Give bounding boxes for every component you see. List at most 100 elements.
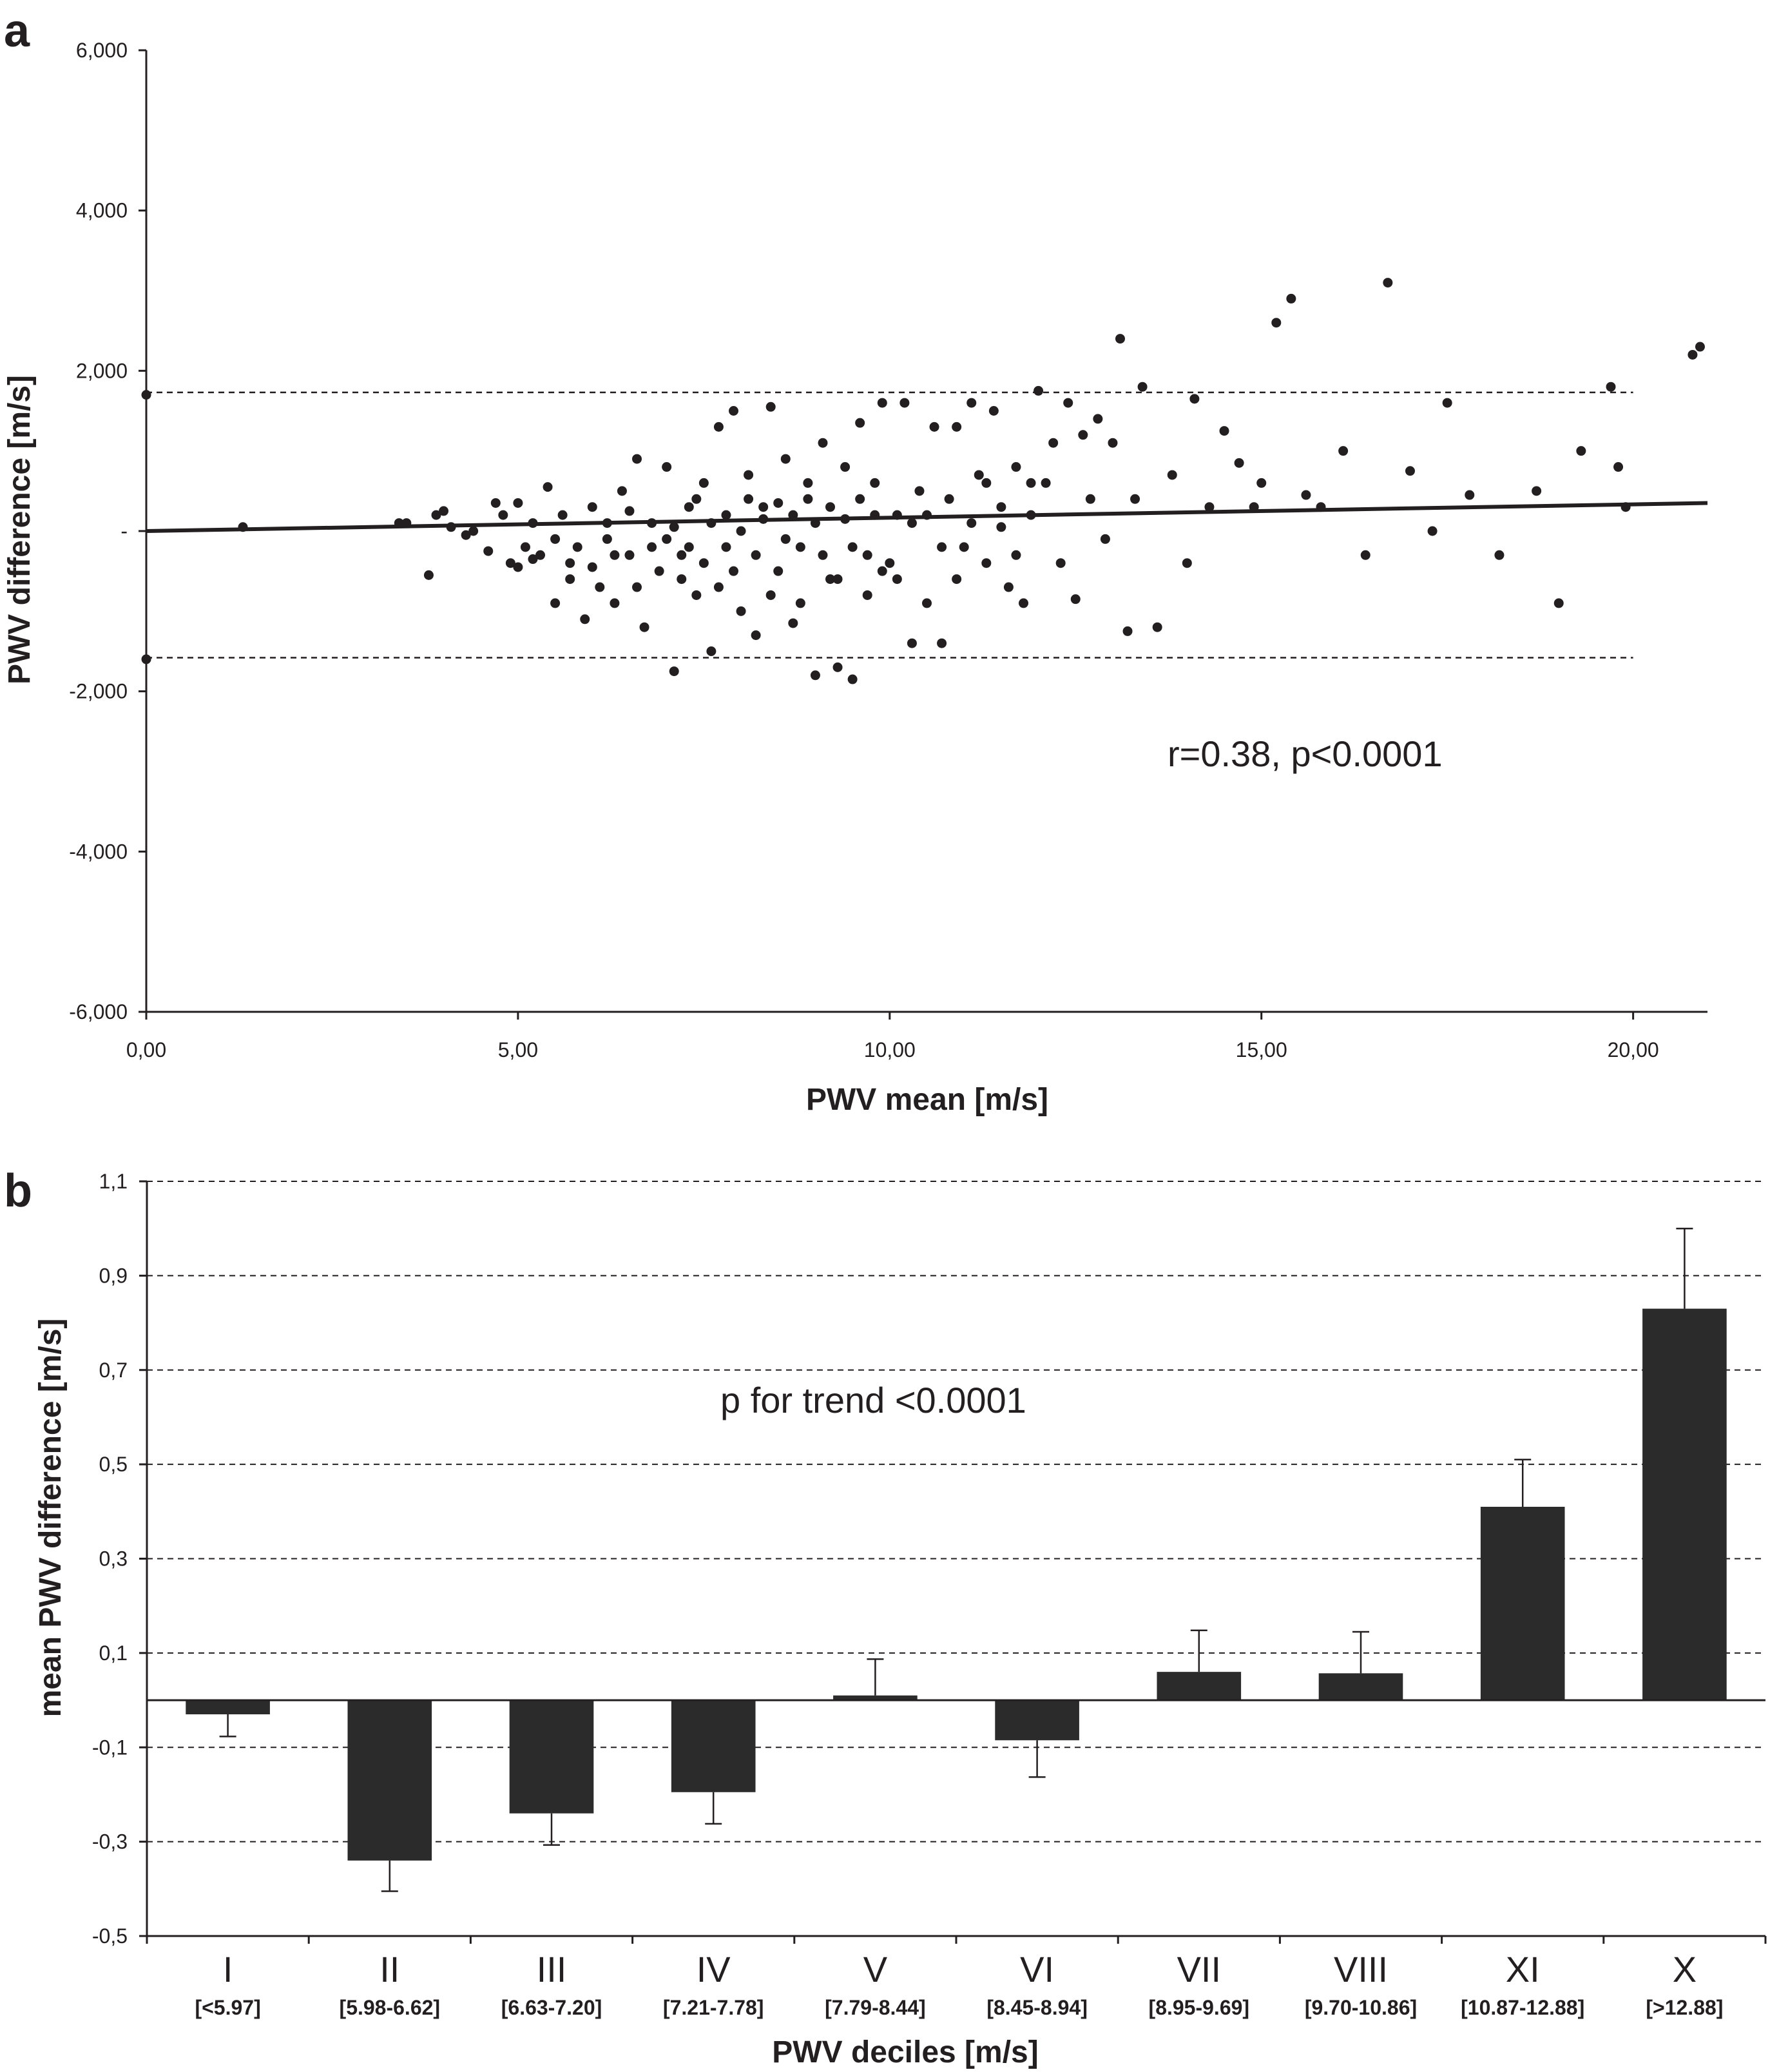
category-range-label: [<5.97] [195, 1996, 260, 2019]
scatter-point [1093, 414, 1103, 424]
scatter-point [610, 550, 620, 560]
scatter-point [713, 421, 724, 432]
scatter-point [1688, 349, 1698, 360]
y-tick-label-b: 0,9 [99, 1264, 128, 1287]
scatter-point [557, 510, 568, 520]
scatter-point [1576, 446, 1586, 456]
scatter-points [141, 278, 1705, 684]
scatter-point [565, 574, 575, 585]
scatter-point [1613, 462, 1624, 472]
scatter-point [944, 494, 954, 504]
category-range-label: [8.45-8.94] [986, 1996, 1088, 2019]
scatter-point [803, 478, 813, 488]
scatter-point [952, 421, 962, 432]
scatter-point [684, 542, 694, 552]
scatter-point [966, 518, 977, 528]
scatter-point [1182, 558, 1192, 568]
scatter-point [803, 494, 813, 504]
scatter-point [855, 494, 865, 504]
x-axis-title-b: PWV deciles [m/s] [772, 2035, 1038, 2069]
scatter-point [1100, 534, 1110, 544]
scatter-point [988, 406, 999, 416]
scatter-point [952, 574, 962, 585]
scatter-point [914, 486, 925, 496]
bar-X [1642, 1308, 1727, 1701]
bar-VIII [1318, 1673, 1403, 1701]
y-tick-label-b: -0,3 [92, 1830, 128, 1854]
scatter-point [513, 498, 523, 508]
scatter-point [937, 542, 947, 552]
panel-label-b: b [4, 1165, 32, 1217]
scatter-point [461, 530, 471, 540]
scatter-point [780, 454, 791, 464]
scatter-point [677, 550, 687, 560]
scatter-point [751, 550, 761, 560]
scatter-point [624, 550, 635, 560]
scatter-point [1234, 458, 1244, 468]
y-tick-label-a: - [120, 519, 128, 543]
scatter-point [981, 478, 992, 488]
scatter-point [423, 570, 434, 580]
scatter-point [907, 638, 917, 648]
scatter-point [580, 614, 590, 625]
scatter-point [1606, 382, 1616, 392]
category-label: VIII [1334, 1949, 1388, 1990]
scatter-point [632, 582, 642, 592]
y-tick-label-a: 2,000 [76, 359, 128, 382]
scatter-point [721, 510, 731, 520]
y-tick-label-a: 4,000 [76, 199, 128, 222]
panel-label-a: a [4, 5, 30, 57]
scatter-point [974, 470, 984, 480]
y-tick-label-a: 6,000 [76, 39, 128, 62]
scatter-point [818, 438, 828, 448]
scatter-point [1338, 446, 1349, 456]
scatter-point [892, 574, 902, 585]
scatter-point [1553, 598, 1564, 608]
scatter-point [959, 542, 969, 552]
category-range-label: [9.70-10.86] [1305, 1996, 1417, 2019]
scatter-point [141, 654, 151, 664]
category-range-label: [7.21-7.78] [663, 1996, 764, 2019]
scatter-point [431, 510, 441, 520]
scatter-point [468, 526, 479, 536]
y-tick-label-a: -4,000 [69, 840, 128, 863]
scatter-point [929, 421, 939, 432]
scatter-point [654, 566, 664, 576]
category-label: XI [1506, 1949, 1540, 1990]
scatter-point [602, 534, 612, 544]
bar-III [509, 1700, 594, 1814]
scatter-point [840, 462, 851, 472]
scatter-point [698, 558, 709, 568]
scatter-point [758, 502, 769, 512]
scatter-point [765, 590, 776, 600]
x-axis-title-a: PWV mean [m/s] [806, 1083, 1048, 1117]
scatter-point [1048, 438, 1059, 448]
scatter-point [1427, 526, 1438, 536]
scatter-point [1695, 342, 1705, 352]
regression-line [146, 501, 1708, 533]
scatter-point [1360, 550, 1370, 560]
y-tick-label-b: 0,1 [99, 1641, 128, 1665]
scatter-point [795, 598, 805, 608]
scatter-point [736, 526, 746, 536]
scatter-point [765, 402, 776, 412]
scatter-point [744, 494, 754, 504]
scatter-point [825, 574, 836, 585]
scatter-point [1078, 430, 1088, 440]
scatter-point [1130, 494, 1140, 504]
scatter-point [647, 542, 657, 552]
bar-VII [1157, 1672, 1242, 1701]
scatter-point [684, 502, 694, 512]
y-axis-title-a: PWV difference [m/s] [3, 375, 37, 684]
scatter-point [565, 558, 575, 568]
scatter-axes [139, 49, 1707, 1020]
scatter-point [832, 662, 843, 672]
scatter-point [572, 542, 582, 552]
scatter-point [520, 542, 530, 552]
error-bars [219, 1227, 1693, 1892]
bar-I [186, 1700, 270, 1715]
y-tick-label-b: 1,1 [99, 1170, 128, 1193]
scatter-point [795, 542, 805, 552]
scatter-point [550, 534, 561, 544]
scatter-point [996, 502, 1006, 512]
